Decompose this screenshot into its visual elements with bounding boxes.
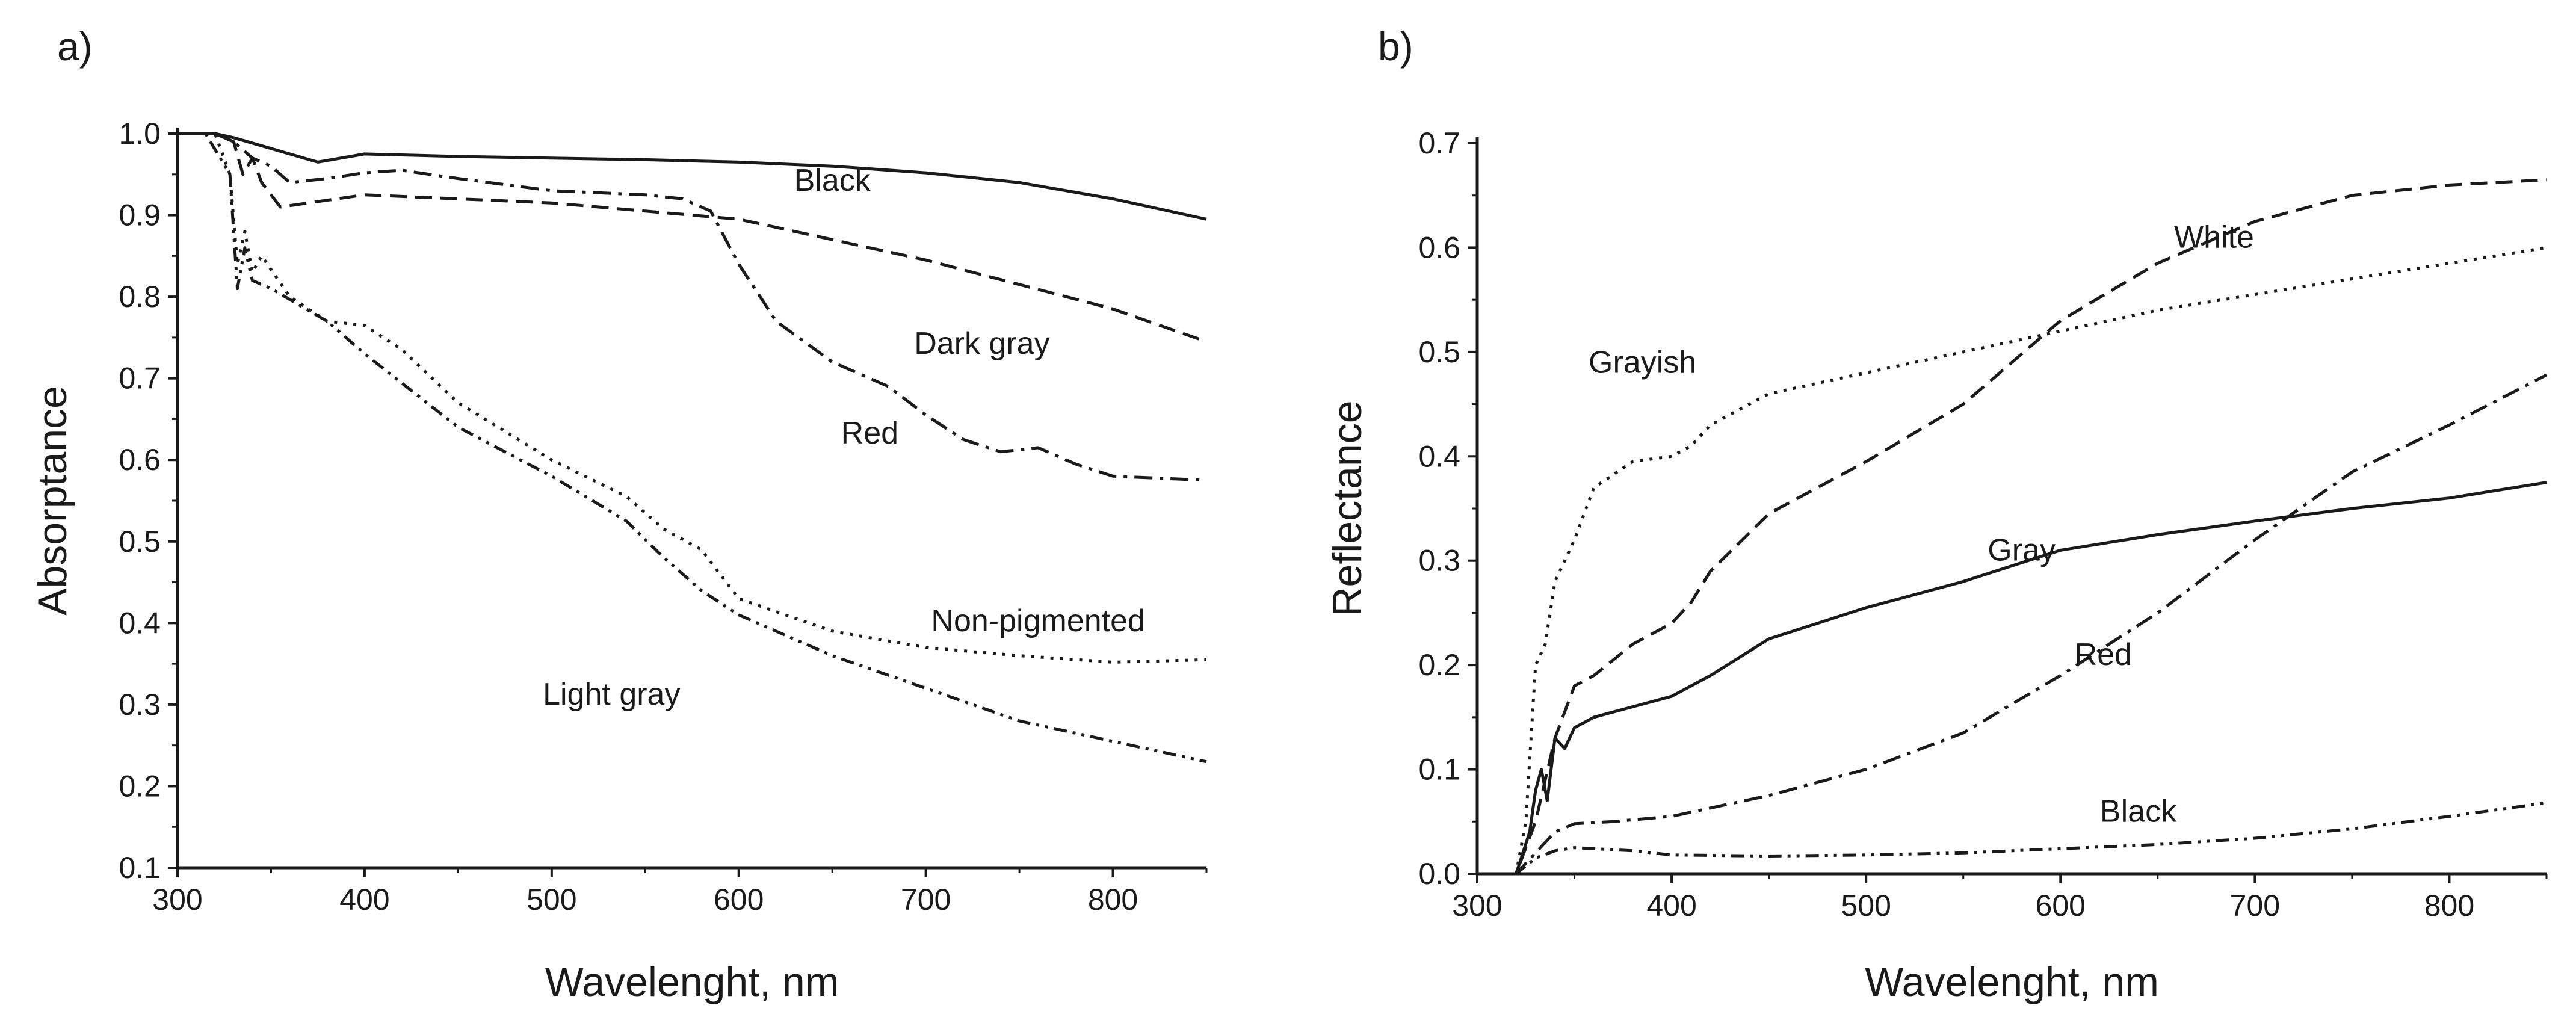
y-tick-label-0.7: 0.7 <box>1418 126 1460 160</box>
series-line-black <box>178 132 1207 221</box>
series-label-gray: Gray <box>1988 533 2056 568</box>
x-tick-label-700: 700 <box>901 883 951 916</box>
series-label-black: Black <box>2100 794 2177 829</box>
x-tick-label-500: 500 <box>1841 889 1891 923</box>
y-tick-label-0.8: 0.8 <box>119 280 161 314</box>
x-tick-label-300: 300 <box>1452 889 1502 923</box>
y-tick-label-0.9: 0.9 <box>119 199 161 232</box>
y-tick-label-0.5: 0.5 <box>119 525 161 558</box>
y-tick-label-1.0: 1.0 <box>119 117 161 150</box>
y-axis-title: Absorptance <box>29 386 75 616</box>
y-tick-label-0.3: 0.3 <box>119 688 161 722</box>
series-line-non-pigmented <box>178 132 1207 664</box>
x-tick-label-800: 800 <box>1088 883 1138 916</box>
y-tick-label-0.1: 0.1 <box>119 851 161 885</box>
series-line-light-gray <box>178 132 1207 764</box>
x-tick-label-400: 400 <box>1646 889 1696 923</box>
series-label-grayish: Grayish <box>1589 345 1696 380</box>
x-tick-label-700: 700 <box>2230 889 2280 923</box>
series-line-red <box>178 132 1207 482</box>
panel-label-a: a) <box>57 24 93 69</box>
y-tick-label-0.2: 0.2 <box>1418 648 1460 682</box>
series-line-dark-gray <box>178 132 1207 344</box>
y-tick-label-0.2: 0.2 <box>119 769 161 803</box>
x-tick-label-500: 500 <box>527 883 576 916</box>
panel-label-b: b) <box>1378 24 1413 69</box>
x-tick-label-400: 400 <box>339 883 389 916</box>
series-label-light-gray: Light gray <box>543 677 680 712</box>
y-tick-label-0.6: 0.6 <box>1418 230 1460 264</box>
panel-a-absorptance-chart: a) 300 400 500 600 700 800 0.1 0.2 0.3 0.4 0.5 0.6 0.… <box>29 24 1208 1005</box>
series-label-red: Red <box>841 416 898 451</box>
series-line-grayish <box>1477 246 2547 876</box>
x-tick-label-600: 600 <box>714 883 764 916</box>
y-tick-label-0.7: 0.7 <box>119 362 161 395</box>
series-label-non-pigmented: Non-pigmented <box>931 604 1145 638</box>
y-tick-label-0.5: 0.5 <box>1418 335 1460 369</box>
x-tick-label-600: 600 <box>2036 889 2086 923</box>
x-axis-title: Wavelenght, nm <box>1865 959 2159 1005</box>
y-tick-label-0.6: 0.6 <box>119 443 161 477</box>
series-line-red <box>1477 373 2548 876</box>
y-tick-label-0.0: 0.0 <box>1418 857 1460 891</box>
y-axis-title: Reflectance <box>1324 400 1370 616</box>
x-tick-label-300: 300 <box>152 883 202 916</box>
series-label-red: Red <box>2075 637 2132 672</box>
series-line-gray <box>1477 481 2547 876</box>
y-tick-label-0.4: 0.4 <box>1418 439 1460 473</box>
x-tick-label-800: 800 <box>2424 889 2474 923</box>
y-tick-label-0.3: 0.3 <box>1418 544 1460 578</box>
y-tick-label-0.4: 0.4 <box>119 606 161 640</box>
x-axis-title: Wavelenght, nm <box>545 959 839 1005</box>
series-label-white: White <box>2174 220 2254 255</box>
series-line-black <box>1477 801 2547 876</box>
series-label-black: Black <box>794 163 871 198</box>
y-tick-label-0.1: 0.1 <box>1418 753 1460 787</box>
series-label-dark-gray: Dark gray <box>914 326 1049 361</box>
panel-b-reflectance-chart: b) 300 400 500 600 700 800 0.0 0.1 0.2 0.3 0.4 0.5 0.… <box>1324 24 2548 1005</box>
